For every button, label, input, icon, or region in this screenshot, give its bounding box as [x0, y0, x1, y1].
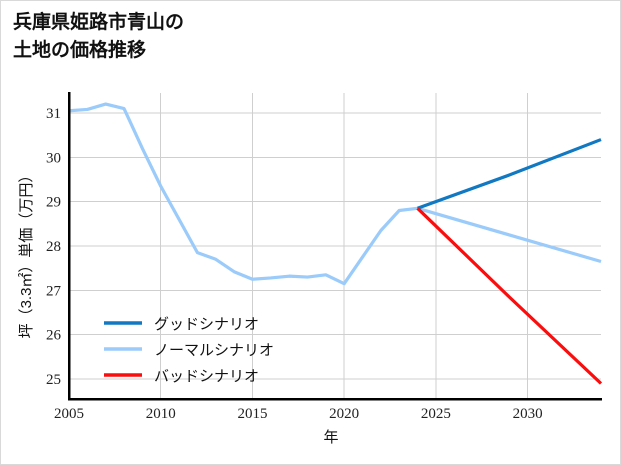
- y-tick-27: 27: [46, 283, 62, 299]
- y-axis-title: 坪（3.3㎡）単価（万円）: [18, 168, 35, 339]
- legend-label-ノーマルシナリオ: ノーマルシナリオ: [154, 343, 274, 359]
- axis-lines: [67, 92, 602, 401]
- x-tick-2005: 2005: [54, 406, 84, 422]
- x-axis-tick-labels: 2005 2010 2015 2020 2025 2030: [54, 406, 543, 422]
- series-line-グッドシナリオ: [417, 138, 602, 210]
- x-tick-2020: 2020: [329, 406, 359, 422]
- y-tick-25: 25: [46, 372, 61, 388]
- chart-title: 兵庫県姫路市青山の 土地の価格推移: [13, 12, 185, 61]
- y-tick-30: 30: [46, 150, 61, 166]
- legend-label-グッドシナリオ: グッドシナリオ: [154, 316, 259, 333]
- x-tick-2030: 2030: [513, 406, 543, 422]
- series-lines: [68, 102, 603, 385]
- y-tick-26: 26: [46, 328, 62, 344]
- y-tick-29: 29: [46, 195, 61, 211]
- y-tick-31: 31: [46, 106, 61, 122]
- x-tick-2025: 2025: [421, 406, 451, 422]
- x-tick-2010: 2010: [146, 406, 176, 422]
- legend-label-バッドシナリオ: バッドシナリオ: [154, 369, 259, 385]
- series-line-ノーマルシナリオ: [68, 102, 602, 286]
- x-tick-2015: 2015: [237, 406, 267, 422]
- gridlines: [69, 93, 601, 399]
- x-axis-title: 年: [323, 429, 338, 446]
- series-line-バッドシナリオ: [416, 207, 603, 385]
- y-axis-tick-labels: 25 26 27 28 29 30 31: [46, 106, 62, 388]
- y-tick-28: 28: [46, 239, 61, 255]
